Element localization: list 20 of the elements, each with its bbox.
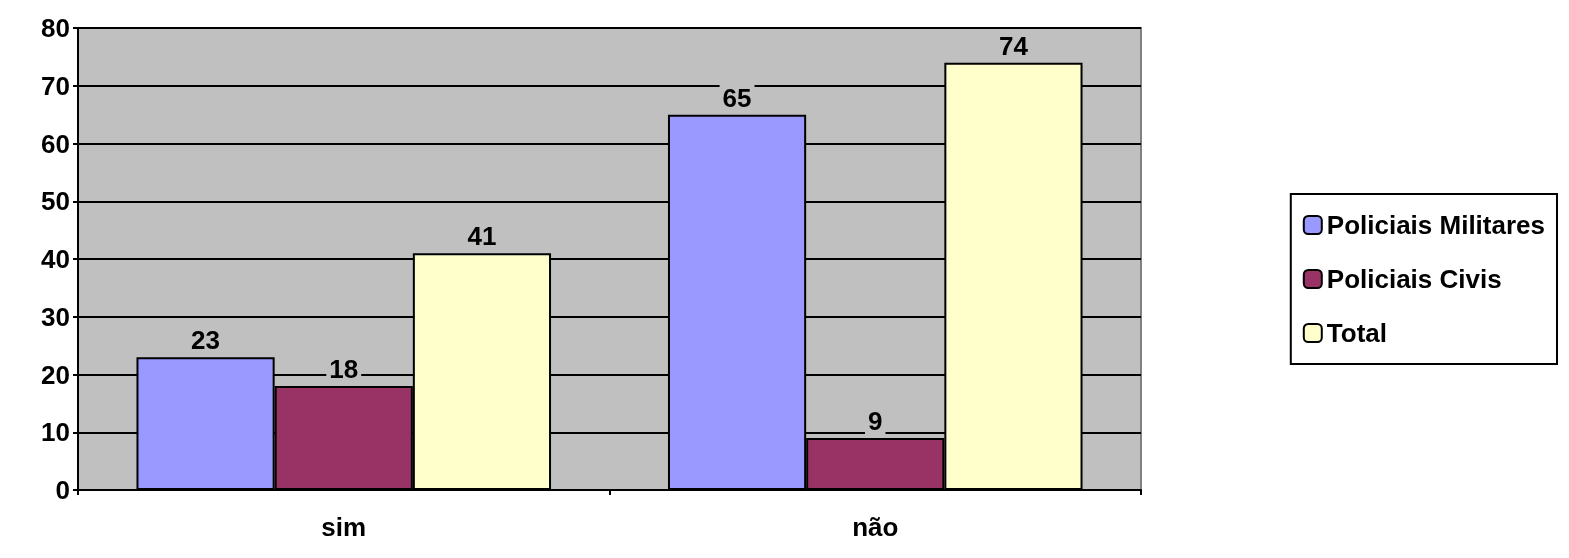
y-tick-label: 20 (41, 359, 70, 390)
x-tick-label: sim (321, 512, 367, 542)
data-label: 23 (191, 325, 221, 356)
legend-label: Policiais Civis (1326, 264, 1502, 294)
legend-label: Total (1326, 318, 1387, 348)
y-tick-label: 70 (41, 70, 70, 101)
x-tick-label: não (852, 512, 899, 542)
y-tick-label: 0 (55, 475, 70, 505)
y-tick-label: 30 (41, 301, 70, 332)
y-tick-label: 60 (41, 128, 70, 159)
data-label: 41 (467, 221, 497, 252)
y-tick-label: 40 (41, 244, 70, 274)
legend-label: Policiais Militares (1326, 210, 1546, 240)
y-tick-label: 50 (41, 186, 70, 217)
data-label: 18 (329, 354, 359, 385)
data-label: 74 (998, 30, 1029, 61)
data-label: 9 (868, 406, 883, 437)
y-tick-label: 10 (41, 417, 70, 448)
data-label: 65 (722, 82, 752, 113)
y-tick-label: 80 (41, 13, 70, 43)
